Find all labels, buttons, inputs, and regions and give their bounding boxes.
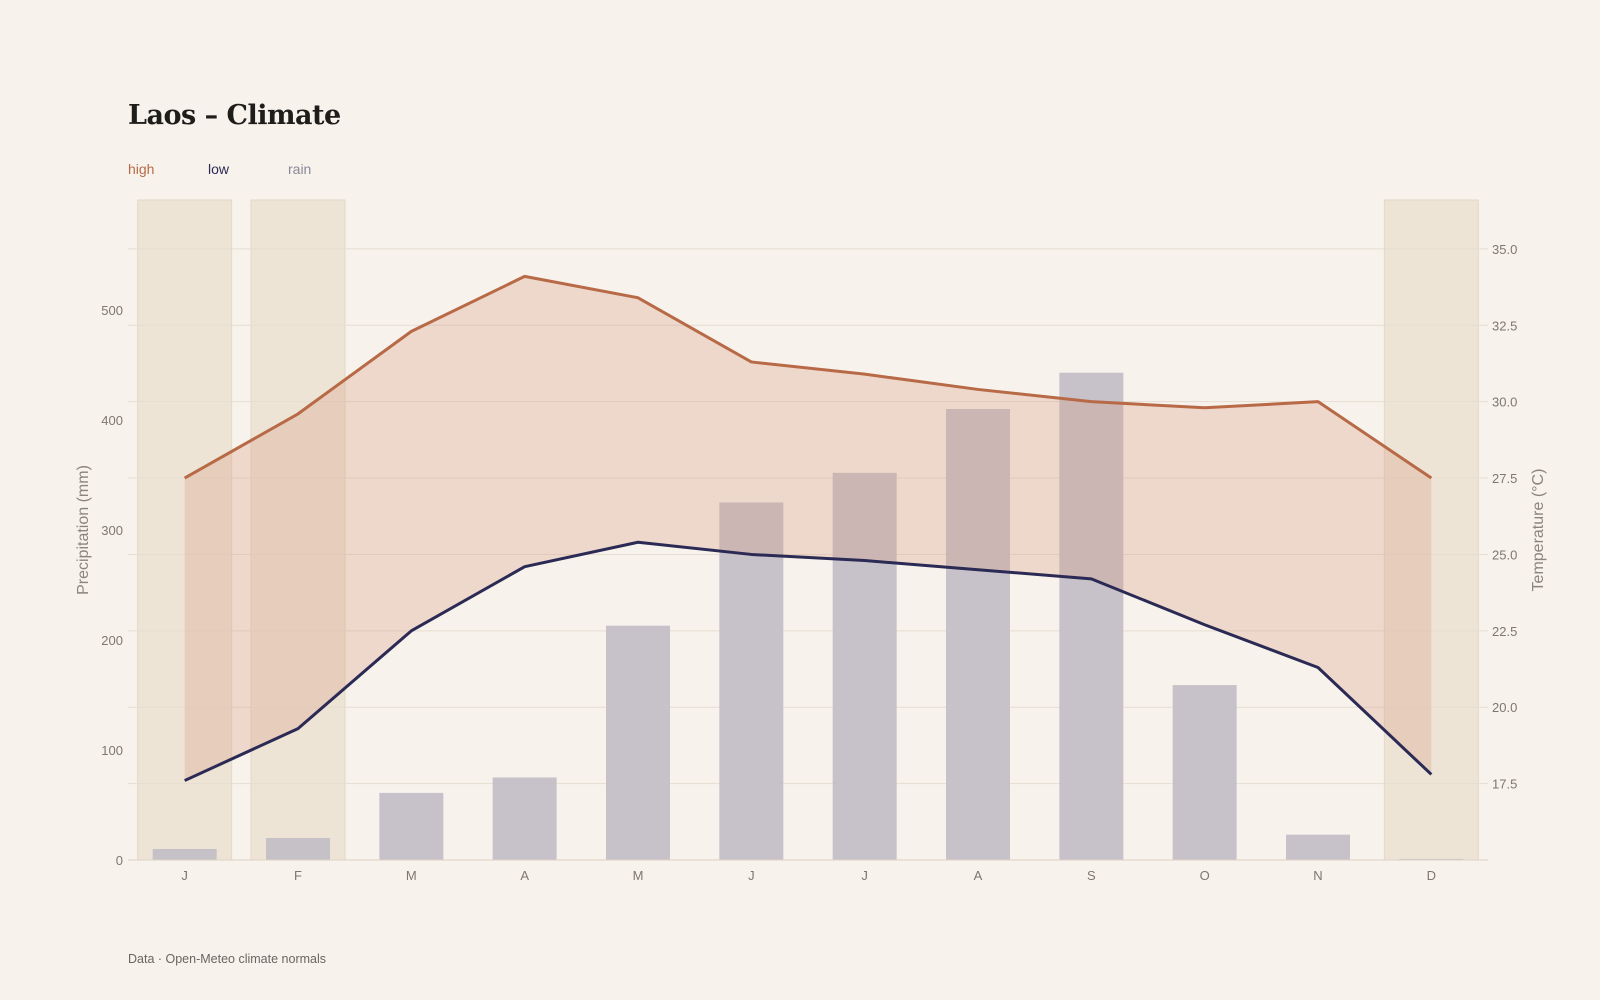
legend-item-rain[interactable]: rain [288,161,312,177]
dry-month-shade-0 [137,199,233,861]
y-tick-label-3: 300 [101,523,123,538]
x-tick-label-1: F [294,868,302,883]
x-tick-label-10: N [1313,868,1322,883]
y-tick-label-1: 100 [101,743,123,758]
x-tick-label-8: S [1087,868,1096,883]
dry-season-shading [137,199,1479,861]
temperature-lines [183,274,1433,782]
x-tick-label-9: O [1200,868,1210,883]
x-tick-label-0: J [181,868,188,883]
rain-bar-6 [832,472,897,860]
x-tick-label-2: M [406,868,417,883]
rain-bar-3 [492,777,557,860]
dry-month-shade-11 [1383,199,1479,861]
legend: high low rain [128,161,311,177]
rain-bar-9 [1172,685,1237,860]
line-low [184,540,1433,782]
rain-bar-11 [1399,858,1464,860]
y2-tick-label-5: 30.0 [1492,395,1517,410]
line-high [183,274,1433,480]
x-tick-label-6: J [861,868,868,883]
rain-bar-2 [379,792,444,860]
axes: J F M A M J J A S O N D 0 100 200 300 400 500 17.5 20.0 22.5… [101,242,1517,883]
y2-tick-label-0: 17.5 [1492,777,1517,792]
y-axis-title: Precipitation (mm) [75,465,92,595]
y2-tick-label-4: 27.5 [1492,471,1517,486]
rain-bar-1 [266,838,330,860]
temperature-band [184,276,1432,781]
y2-tick-label-1: 20.0 [1492,700,1517,715]
rain-bar-0 [152,849,217,860]
rain-bar-5 [719,502,784,860]
footer-source: Data · Open-Meteo climate normals [128,952,326,966]
rain-bar-10 [1286,834,1350,860]
rain-bar-7 [946,409,1010,860]
y2-tick-label-2: 22.5 [1492,624,1517,639]
x-tick-label-3: A [520,868,529,883]
y2-tick-label-3: 25.0 [1492,547,1517,562]
rain-bars [152,372,1464,860]
x-tick-label-7: A [974,868,983,883]
chart-title: Laos – Climate [128,100,341,131]
gridlines [128,248,1488,785]
y-tick-label-0: 0 [116,853,123,868]
y2-tick-label-7: 35.0 [1492,242,1517,257]
y2-tick-label-6: 32.5 [1492,318,1517,333]
rain-bar-8 [1059,372,1124,860]
dry-month-shade-1 [250,199,346,861]
x-tick-label-4: M [633,868,644,883]
x-tick-label-5: J [748,868,755,883]
rain-bar-4 [606,625,670,860]
temperature-range-band [184,276,1432,781]
x-tick-label-11: D [1427,868,1436,883]
y2-axis-title: Temperature (°C) [1530,469,1547,592]
y-tick-label-5: 500 [101,303,123,318]
legend-item-low[interactable]: low [208,161,230,177]
legend-item-high[interactable]: high [128,161,155,177]
y-tick-label-4: 400 [101,413,123,428]
y-tick-label-2: 200 [101,633,123,648]
